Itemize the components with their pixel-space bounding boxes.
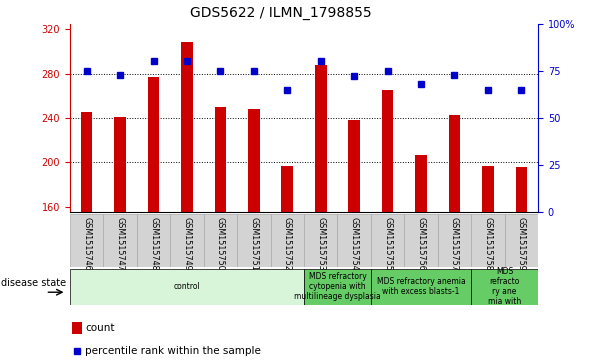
Text: GSM1515756: GSM1515756 bbox=[416, 217, 426, 270]
Bar bbox=[170, 214, 204, 267]
Text: MDS
refracto
ry ane
mia with: MDS refracto ry ane mia with bbox=[488, 267, 521, 306]
Text: GSM1515752: GSM1515752 bbox=[283, 217, 292, 271]
Bar bbox=[304, 269, 371, 305]
Text: GSM1515750: GSM1515750 bbox=[216, 217, 225, 270]
Bar bbox=[248, 109, 260, 212]
Bar bbox=[348, 120, 360, 212]
Bar bbox=[204, 214, 237, 267]
Text: GSM1515746: GSM1515746 bbox=[82, 217, 91, 270]
Bar bbox=[471, 214, 505, 267]
Bar bbox=[505, 214, 538, 267]
Text: GSM1515755: GSM1515755 bbox=[383, 217, 392, 271]
Bar bbox=[137, 214, 170, 267]
Bar bbox=[449, 115, 460, 212]
Bar bbox=[371, 214, 404, 267]
Bar bbox=[70, 214, 103, 267]
Text: GSM1515748: GSM1515748 bbox=[149, 217, 158, 270]
Text: percentile rank within the sample: percentile rank within the sample bbox=[85, 346, 261, 356]
Bar bbox=[337, 214, 371, 267]
Text: GSM1515751: GSM1515751 bbox=[249, 217, 258, 270]
Bar bbox=[282, 166, 293, 212]
Bar bbox=[114, 117, 126, 212]
Text: GSM1515749: GSM1515749 bbox=[182, 217, 192, 270]
Bar bbox=[237, 214, 271, 267]
Text: GSM1515753: GSM1515753 bbox=[316, 217, 325, 270]
Bar bbox=[315, 65, 326, 212]
Text: MDS refractory
cytopenia with
multilineage dysplasia: MDS refractory cytopenia with multilinea… bbox=[294, 272, 381, 301]
Bar bbox=[215, 107, 226, 212]
Text: GSM1515754: GSM1515754 bbox=[350, 217, 359, 270]
Bar bbox=[471, 269, 538, 305]
Text: GSM1515747: GSM1515747 bbox=[116, 217, 125, 270]
Bar bbox=[271, 214, 304, 267]
Bar bbox=[482, 166, 494, 212]
Bar bbox=[81, 113, 92, 212]
Bar bbox=[404, 214, 438, 267]
Bar bbox=[304, 214, 337, 267]
Text: GSM1515759: GSM1515759 bbox=[517, 217, 526, 271]
Bar bbox=[371, 269, 471, 305]
Text: control: control bbox=[174, 282, 200, 291]
Text: GSM1515757: GSM1515757 bbox=[450, 217, 459, 271]
Bar bbox=[415, 155, 427, 212]
Bar bbox=[148, 77, 159, 212]
Bar bbox=[103, 214, 137, 267]
Text: disease state: disease state bbox=[1, 278, 66, 288]
Bar bbox=[516, 167, 527, 212]
Bar bbox=[438, 214, 471, 267]
Text: GSM1515758: GSM1515758 bbox=[483, 217, 492, 270]
Text: MDS refractory anemia
with excess blasts-1: MDS refractory anemia with excess blasts… bbox=[377, 277, 465, 296]
Text: count: count bbox=[85, 323, 115, 333]
Title: GDS5622 / ILMN_1798855: GDS5622 / ILMN_1798855 bbox=[190, 6, 371, 20]
Bar bbox=[70, 269, 304, 305]
Bar bbox=[72, 322, 81, 334]
Bar bbox=[382, 90, 393, 212]
Bar bbox=[181, 42, 193, 212]
